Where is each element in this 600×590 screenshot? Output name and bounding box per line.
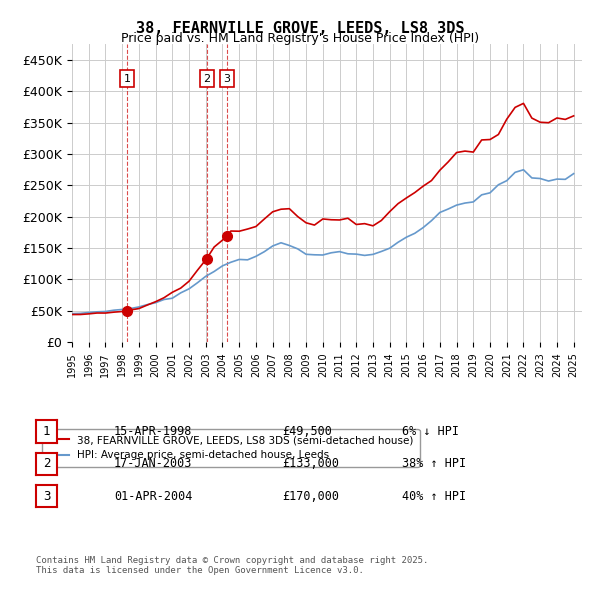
Text: Contains HM Land Registry data © Crown copyright and database right 2025.
This d: Contains HM Land Registry data © Crown c…: [36, 556, 428, 575]
Text: 17-JAN-2003: 17-JAN-2003: [114, 457, 193, 470]
Text: 6% ↓ HPI: 6% ↓ HPI: [402, 425, 459, 438]
Text: 2: 2: [203, 74, 210, 84]
Text: 38, FEARNVILLE GROVE, LEEDS, LS8 3DS: 38, FEARNVILLE GROVE, LEEDS, LS8 3DS: [136, 21, 464, 35]
Text: £49,500: £49,500: [282, 425, 332, 438]
Text: £133,000: £133,000: [282, 457, 339, 470]
Text: 1: 1: [124, 74, 131, 84]
Text: 01-APR-2004: 01-APR-2004: [114, 490, 193, 503]
Text: 40% ↑ HPI: 40% ↑ HPI: [402, 490, 466, 503]
Legend: 38, FEARNVILLE GROVE, LEEDS, LS8 3DS (semi-detached house), HPI: Average price, : 38, FEARNVILLE GROVE, LEEDS, LS8 3DS (se…: [41, 429, 419, 467]
Text: 38% ↑ HPI: 38% ↑ HPI: [402, 457, 466, 470]
Text: 1: 1: [43, 425, 50, 438]
Text: 3: 3: [43, 490, 50, 503]
Text: 2: 2: [43, 457, 50, 470]
Text: 3: 3: [223, 74, 230, 84]
Text: 15-APR-1998: 15-APR-1998: [114, 425, 193, 438]
Text: £170,000: £170,000: [282, 490, 339, 503]
Text: Price paid vs. HM Land Registry's House Price Index (HPI): Price paid vs. HM Land Registry's House …: [121, 32, 479, 45]
